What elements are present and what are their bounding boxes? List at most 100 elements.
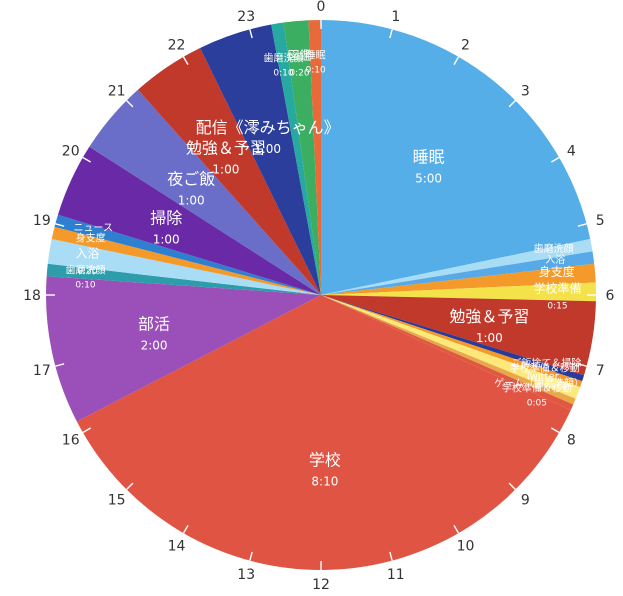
pie-slice — [321, 295, 574, 411]
pie-slice — [137, 48, 321, 296]
hour-label: 11 — [387, 567, 405, 583]
slice-label: 睡眠 — [413, 148, 445, 167]
slice-duration-label: 2:00 — [141, 339, 168, 353]
slice-label: 配信《澪みちゃん》 — [196, 118, 340, 137]
pie-slice — [57, 146, 321, 295]
hour-tick — [249, 551, 253, 561]
pie-slice — [46, 263, 322, 295]
slice-duration-label: 1:00 — [153, 233, 180, 247]
slice-label: 身支度 — [539, 264, 575, 279]
slice-duration-label: 0:05 — [527, 399, 547, 409]
hour-label: 7 — [596, 363, 605, 379]
hour-label: 13 — [237, 567, 255, 583]
pie-slice — [45, 276, 321, 422]
slice-label: 掃除 — [150, 209, 182, 228]
slice-label: ご飯捨て＆掃除 — [511, 357, 581, 370]
slice-label: 部活 — [138, 315, 170, 334]
hour-tick — [55, 223, 65, 227]
hour-label: 14 — [168, 538, 186, 554]
hour-tick — [577, 363, 587, 367]
pie-slice — [271, 22, 321, 295]
hour-label: 20 — [62, 144, 80, 160]
pie-slice — [321, 282, 596, 302]
pie-slice — [321, 295, 585, 382]
hour-label: 4 — [567, 144, 576, 160]
hour-tick — [551, 156, 560, 163]
slice-label: 歯磨洗顔 — [534, 242, 574, 255]
hour-tick — [389, 551, 393, 561]
pie-slice — [51, 226, 321, 295]
hour-label: 17 — [33, 363, 51, 379]
hour-tick — [182, 56, 189, 65]
pie-slice — [283, 20, 321, 295]
pie-slice — [47, 239, 321, 295]
hour-label: 9 — [521, 492, 530, 508]
hour-label: 21 — [108, 84, 126, 100]
slice-duration-label: 1:00 — [178, 193, 205, 207]
slice-label: 入浴 — [75, 246, 99, 260]
hour-label: 15 — [108, 492, 126, 508]
pie-slice — [321, 20, 591, 295]
hour-label: 16 — [62, 433, 80, 449]
hour-tick — [551, 427, 560, 434]
hour-tick — [249, 29, 253, 39]
slice-label: 勉強＆予習 — [449, 307, 529, 326]
slice-label: 学校 — [309, 450, 341, 469]
hour-tick — [508, 482, 516, 490]
hour-label: 1 — [391, 9, 400, 25]
hour-tick — [182, 525, 189, 534]
pie-slice — [321, 295, 583, 388]
hour-label: 5 — [596, 213, 605, 229]
hour-label: 19 — [33, 213, 51, 229]
slice-label: 睡眠 — [306, 49, 326, 62]
pie-slice — [321, 295, 576, 405]
slice-label: Twitter — [524, 371, 559, 382]
hour-label: 2 — [461, 38, 470, 54]
slice-duration-label: 1:00 — [476, 331, 503, 345]
slice-duration-label: 5:00 — [415, 172, 442, 186]
slice-duration-label: 0:10 — [273, 68, 293, 78]
slice-label: ゲーム（歯磨洗顔） — [494, 377, 584, 390]
pie-slice — [308, 20, 321, 295]
pie-slice — [89, 89, 321, 295]
hour-label: 23 — [237, 9, 255, 25]
slice-duration-label: 0:20 — [289, 68, 309, 78]
slice-duration-label: 0:20 — [77, 266, 97, 276]
hour-tick — [82, 427, 91, 434]
hour-label: 8 — [567, 433, 576, 449]
slice-duration-label: 1:00 — [212, 163, 239, 177]
hour-ticks — [46, 20, 596, 570]
slice-duration-label: 8:10 — [311, 474, 338, 488]
hour-label: 3 — [521, 84, 530, 100]
pie-slice — [200, 24, 321, 295]
hour-label: 22 — [168, 38, 186, 54]
slice-label: ニュース — [74, 223, 114, 234]
hour-tick — [453, 56, 460, 65]
hour-tick — [389, 29, 393, 39]
slice-duration-label: 0:10 — [306, 66, 326, 76]
hour-tick — [55, 363, 65, 367]
hour-label: 12 — [312, 577, 330, 593]
hour-tick — [453, 525, 460, 534]
pie-slice — [321, 295, 581, 399]
hour-tick — [508, 100, 516, 108]
pie-slices — [45, 20, 596, 571]
hour-tick — [126, 100, 134, 108]
slice-label: 勉強＆予習 — [186, 139, 266, 158]
slice-label: 歯磨洗顔 — [65, 263, 105, 276]
slice-labels: 睡眠5:00歯磨洗顔入浴身支度学校準備0:15勉強＆予習1:00ご飯捨て＆掃除学… — [65, 47, 583, 488]
hour-label: 6 — [606, 288, 615, 304]
pie-slice — [321, 239, 593, 295]
hour-label: 0 — [317, 0, 326, 15]
slice-label: 身支度 — [76, 232, 106, 245]
hour-label: 18 — [23, 288, 41, 304]
slice-label: 学校準備 — [533, 280, 581, 295]
slice-label: 学校準備＆移動 — [502, 382, 572, 395]
slice-label: 学校準備＆移動 — [510, 362, 580, 375]
slice-label: 入浴 — [545, 254, 565, 266]
slice-duration-label: 0:15 — [547, 301, 567, 311]
pie-slice — [321, 295, 596, 376]
slice-duration-label: 0:10 — [75, 280, 95, 290]
